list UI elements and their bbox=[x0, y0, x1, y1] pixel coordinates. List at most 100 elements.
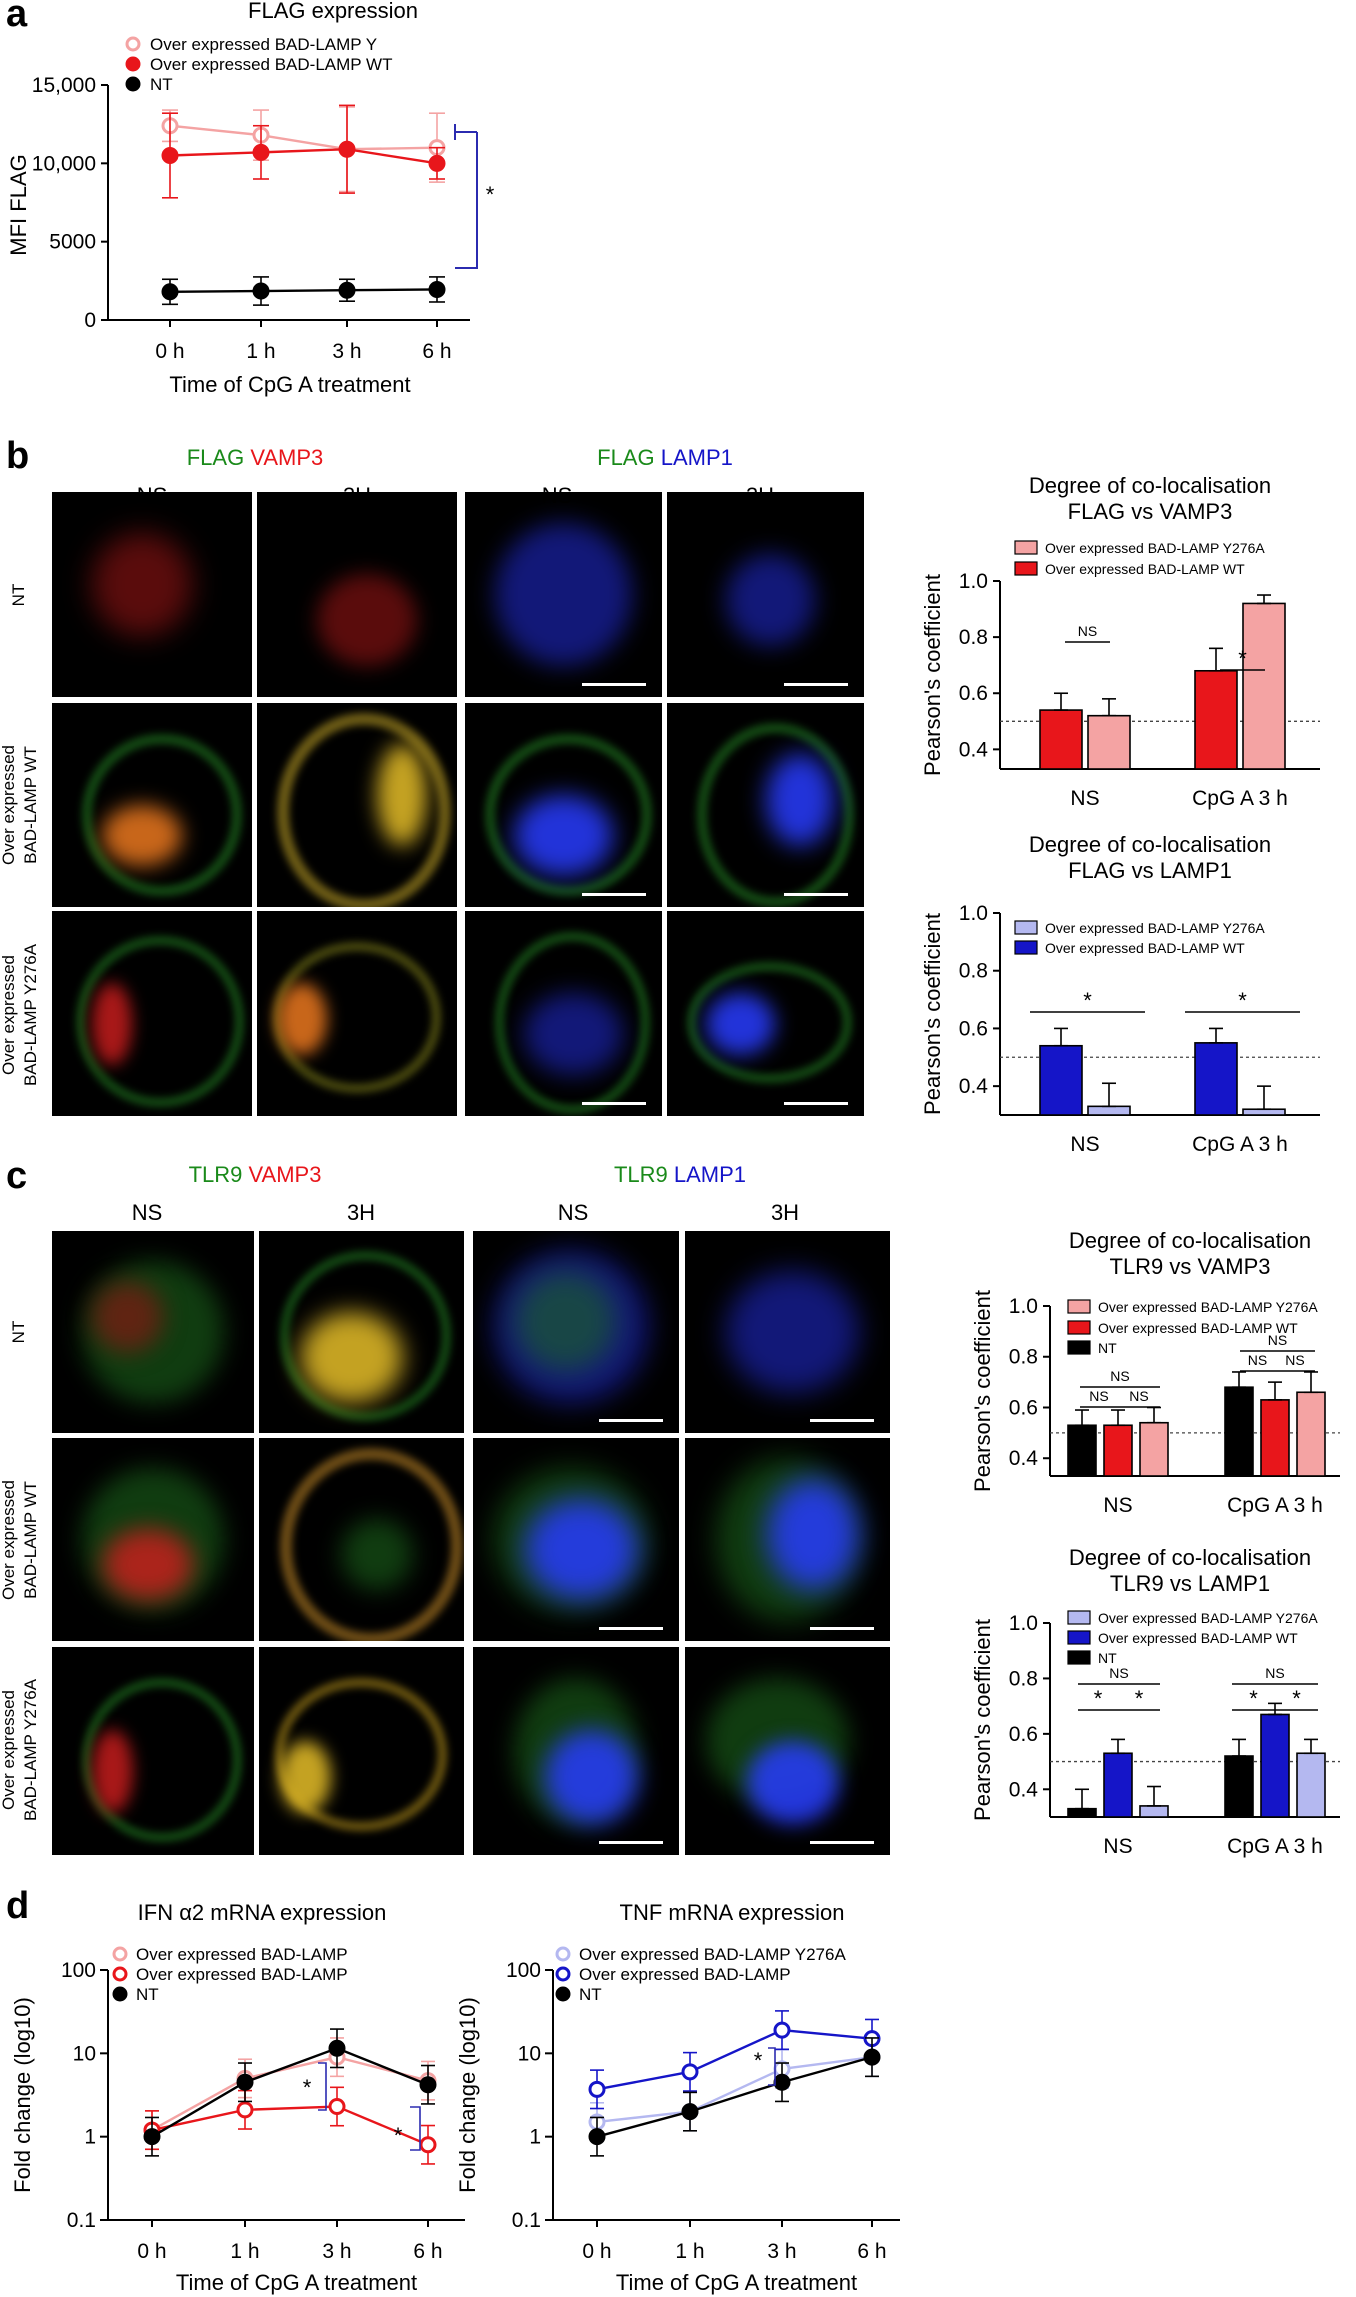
chart-d2-point bbox=[863, 2048, 881, 2066]
chart-d2-xlabel: Time of CpG A treatment bbox=[616, 2270, 857, 2295]
chart-d1-sig-star: * bbox=[303, 2075, 312, 2100]
chart-c2-legend-label: NT bbox=[1098, 1650, 1117, 1666]
micrograph-c-r1-c2 bbox=[259, 1231, 464, 1433]
panel-letter-a: a bbox=[6, 0, 28, 35]
chart-c2-errorbar bbox=[1232, 1738, 1246, 1757]
chart-d1-ytick-label: 0.1 bbox=[67, 2209, 96, 2232]
micrograph-c-r3-c3 bbox=[473, 1647, 679, 1855]
chart-c1-legend-swatch bbox=[1067, 1320, 1091, 1335]
b-col-label: 3H bbox=[343, 483, 371, 508]
chart-d1-point bbox=[328, 2039, 346, 2057]
cell-signal bbox=[279, 1251, 452, 1421]
c-header-right-b: LAMP1 bbox=[674, 1162, 746, 1187]
chart-b2-ytick-label: 0.8 bbox=[959, 960, 988, 983]
micrograph-b-r1-c2 bbox=[257, 492, 457, 697]
chart-c1-sig-label: NS bbox=[1129, 1388, 1148, 1404]
chart-d2-sig-bracket bbox=[768, 2047, 776, 2086]
chart-c2-ytick-label: 0.8 bbox=[1009, 1667, 1038, 1690]
chart-c2-errorbar bbox=[1268, 1702, 1282, 1716]
chart-a-ytick-label: 5000 bbox=[49, 231, 96, 254]
chart-a-legend-label: Over expressed BAD-LAMP Y bbox=[150, 35, 377, 54]
chart-b1-ylabel: Pearson's coefficient bbox=[920, 574, 945, 776]
chart-b2-xtick-label: NS bbox=[1070, 1133, 1099, 1156]
chart-c1-bar bbox=[1103, 1424, 1133, 1477]
chart-c2-errorbar bbox=[1304, 1738, 1318, 1755]
scale-bar bbox=[810, 1627, 874, 1630]
chart-c2-errorbar bbox=[1111, 1738, 1125, 1755]
b-header-right-b: LAMP1 bbox=[661, 445, 733, 470]
chart-d2-legend-marker bbox=[555, 1966, 571, 1982]
cell-signal bbox=[102, 805, 182, 867]
chart-b1-bar bbox=[1242, 602, 1286, 770]
chart-d1-ylabel: Fold change (log10) bbox=[10, 1997, 35, 2193]
scale-bar bbox=[582, 1102, 646, 1105]
chart-d2-ylabel: Fold change (log10) bbox=[455, 1997, 480, 2193]
chart-d2-point bbox=[773, 2021, 791, 2039]
chart-c1-bar bbox=[1296, 1391, 1326, 1477]
micrograph-b-r3-c4 bbox=[667, 911, 864, 1116]
b-header-right-a: FLAG bbox=[597, 445, 661, 470]
chart-d2-xtick-label: 1 h bbox=[675, 2240, 704, 2263]
c-row-label-line: Over expressed bbox=[0, 1480, 18, 1600]
micrograph-c-r2-c2 bbox=[259, 1438, 464, 1641]
cell-signal bbox=[545, 1730, 638, 1824]
chart-d2-ytick-label: 10 bbox=[518, 2042, 541, 2065]
chart-b1-errorbar bbox=[1102, 698, 1116, 717]
chart-d1-legend-label: NT bbox=[136, 1985, 159, 2004]
scale-bar bbox=[599, 1419, 663, 1422]
b-row-label: Over expressed BAD-LAMP WT bbox=[0, 745, 40, 865]
cell-signal bbox=[275, 1678, 448, 1832]
micrograph-b-r2-c3 bbox=[465, 703, 662, 907]
chart-c2-bar bbox=[1103, 1752, 1133, 1818]
chart-b2-legend-swatch bbox=[1014, 920, 1038, 935]
b-row-label-line: Over expressed bbox=[0, 745, 18, 865]
chart-d2-xtick-label: 0 h bbox=[582, 2240, 611, 2263]
cell-signal bbox=[746, 1740, 839, 1824]
chart-b2-bar bbox=[1242, 1108, 1286, 1116]
chart-b1-sig-label: * bbox=[1238, 646, 1247, 671]
chart-a-point bbox=[338, 140, 356, 158]
chart-b2-errorbar bbox=[1054, 1027, 1068, 1047]
chart-c1-legend-swatch bbox=[1067, 1299, 1091, 1314]
chart-a-series-line bbox=[169, 288, 438, 293]
scale-bar bbox=[784, 1102, 848, 1105]
chart-d1-point bbox=[236, 2101, 254, 2119]
chart-d1-legend-marker bbox=[112, 1946, 128, 1962]
chart-d2-series-line bbox=[596, 2055, 873, 2124]
cell-signal bbox=[82, 733, 242, 897]
b-header-left-a: FLAG bbox=[187, 445, 251, 470]
chart-c2-bar bbox=[1139, 1805, 1169, 1818]
chart-c2-ytick-label: 1.0 bbox=[1009, 1612, 1038, 1635]
chart-b2-title-line2: FLAG vs LAMP1 bbox=[1068, 858, 1232, 883]
panel-letter-c: c bbox=[6, 1155, 27, 1197]
chart-c1-sig-label: NS bbox=[1089, 1388, 1108, 1404]
scale-bar bbox=[810, 1419, 874, 1422]
chart-b1-ytick-label: 1.0 bbox=[959, 570, 988, 593]
chart-c2-title-line1: Degree of co-localisation bbox=[1069, 1545, 1311, 1570]
chart-b2-xtick-label: CpG A 3 h bbox=[1192, 1133, 1288, 1156]
chart-d1-point bbox=[328, 2098, 346, 2116]
c-row-label-line: Over expressed bbox=[0, 1690, 18, 1810]
b-col-label: 3H bbox=[746, 483, 774, 508]
chart-c1-title-line2: TLR9 vs VAMP3 bbox=[1110, 1254, 1271, 1279]
cell-signal bbox=[524, 1498, 638, 1601]
micrograph-b-r1-c1 bbox=[52, 492, 252, 697]
chart-c1-sig-label: NS bbox=[1110, 1368, 1129, 1384]
micrograph-b-r3-c2 bbox=[257, 911, 457, 1116]
chart-c1-legend-swatch bbox=[1067, 1340, 1091, 1355]
chart-c1-ytick-label: 0.6 bbox=[1009, 1396, 1038, 1419]
chart-b1-title-line1: Degree of co-localisation bbox=[1029, 473, 1271, 498]
chart-c1-bar bbox=[1260, 1399, 1290, 1477]
chart-a-legend-label: Over expressed BAD-LAMP WT bbox=[150, 55, 392, 74]
b-row-label: NT bbox=[9, 584, 28, 607]
chart-a-point bbox=[338, 281, 356, 299]
chart-c2-legend-label: Over expressed BAD-LAMP WT bbox=[1098, 1630, 1298, 1646]
cell-signal bbox=[765, 754, 835, 846]
chart-d2-ytick-label: 0.1 bbox=[512, 2209, 541, 2232]
scale-bar bbox=[599, 1841, 663, 1844]
chart-d1-title: IFN α2 mRNA expression bbox=[138, 1900, 387, 1925]
chart-c1-bar bbox=[1067, 1424, 1097, 1477]
chart-b2-sig-label: * bbox=[1238, 988, 1247, 1013]
cell-signal bbox=[524, 993, 623, 1075]
chart-c1-bar bbox=[1139, 1421, 1169, 1477]
